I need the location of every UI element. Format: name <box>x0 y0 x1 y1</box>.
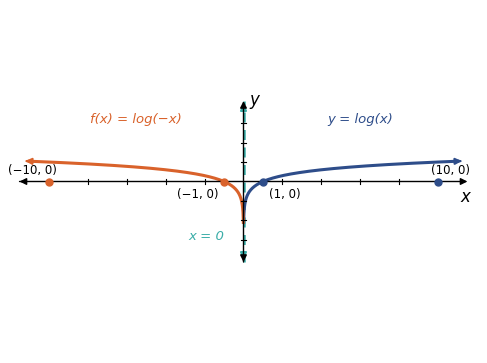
Text: x: x <box>461 188 470 206</box>
Text: f(x) = log(−x): f(x) = log(−x) <box>91 113 182 126</box>
Text: (−10, 0): (−10, 0) <box>8 164 56 177</box>
Text: (10, 0): (10, 0) <box>431 164 469 177</box>
Text: (1, 0): (1, 0) <box>269 188 300 201</box>
Text: y: y <box>249 91 259 109</box>
Text: x = 0: x = 0 <box>188 229 224 242</box>
Text: (−1, 0): (−1, 0) <box>177 188 218 201</box>
Text: y = log(x): y = log(x) <box>327 113 393 126</box>
